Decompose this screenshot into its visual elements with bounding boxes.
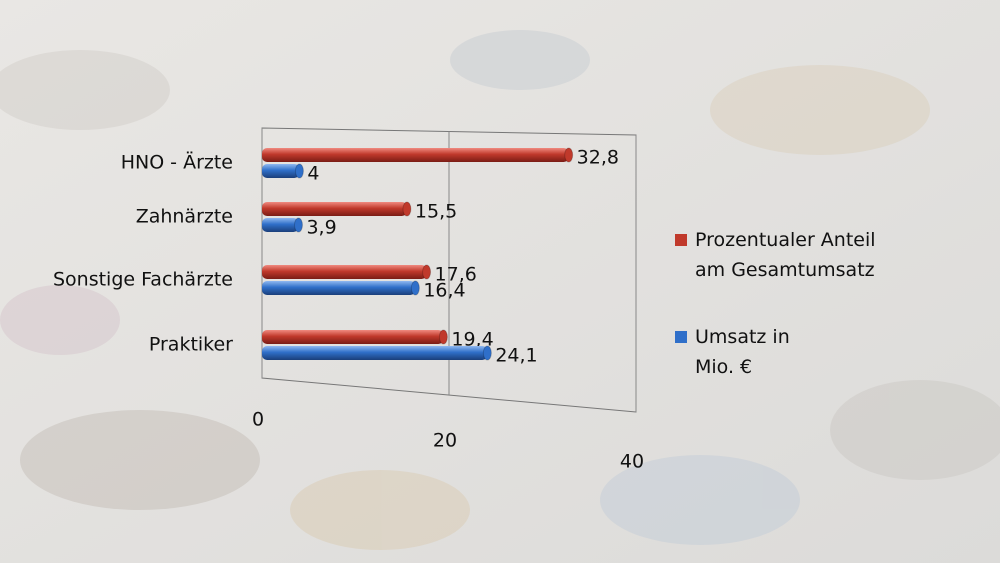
bar-cap xyxy=(482,345,492,361)
data-label: 15,5 xyxy=(415,201,457,223)
data-label: 32,8 xyxy=(577,147,619,169)
pill-decoration xyxy=(0,30,1000,550)
bar xyxy=(262,330,444,344)
bar xyxy=(262,164,300,178)
legend-swatch xyxy=(675,331,687,343)
bar-cap xyxy=(422,264,432,280)
bar-cap xyxy=(410,280,420,296)
y-tick-label: Sonstige Fachärzte xyxy=(53,269,233,291)
legend-label: Umsatz in Mio. € xyxy=(695,326,790,378)
bar-cap xyxy=(564,147,574,163)
x-tick-label: 0 xyxy=(252,409,264,431)
y-tick-label: HNO - Ärzte xyxy=(121,151,233,174)
bar xyxy=(262,281,416,295)
y-tick-label: Praktiker xyxy=(149,334,233,356)
x-tick-label: 20 xyxy=(433,430,457,452)
bar-cap xyxy=(293,217,303,233)
data-label: 24,1 xyxy=(495,345,537,367)
bar xyxy=(262,148,569,162)
data-label: 17,6 xyxy=(435,264,477,286)
bar xyxy=(262,202,407,216)
data-label: 4 xyxy=(307,163,319,185)
bar-cap xyxy=(294,163,304,179)
bar-cap xyxy=(402,201,412,217)
y-tick-label: Zahnärzte xyxy=(136,206,233,228)
legend-label: Prozentualer Anteil am Gesamtumsatz xyxy=(695,229,876,281)
bar-cap xyxy=(438,329,448,345)
data-label: 3,9 xyxy=(306,217,336,239)
legend-swatch xyxy=(675,234,687,246)
x-tick-label: 40 xyxy=(620,451,644,473)
data-label: 19,4 xyxy=(451,329,493,351)
bar xyxy=(262,218,299,232)
bar xyxy=(262,346,488,360)
bar xyxy=(262,265,427,279)
data-label: 16,4 xyxy=(423,280,465,302)
